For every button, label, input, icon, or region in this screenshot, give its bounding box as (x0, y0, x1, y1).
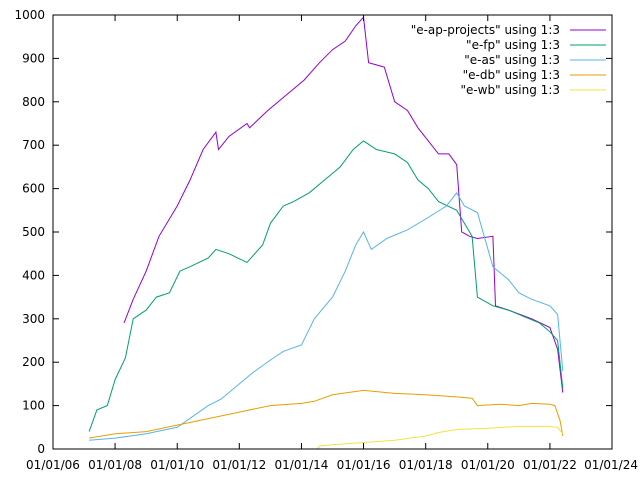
legend-label-0: "e-ap-projects" using 1:3 (411, 23, 560, 37)
legend: "e-ap-projects" using 1:3"e-fp" using 1:… (411, 23, 606, 97)
series-line-3 (89, 389, 564, 439)
legend-label-4: "e-wb" using 1:3 (460, 83, 560, 97)
y-tick-label: 900 (22, 51, 45, 65)
x-tick-label: 01/01/16 (337, 458, 391, 472)
axes-layer: 0 100 200 300 400 500 600 700 800 900 1000 01/01/06… (14, 8, 638, 472)
y-tick-label: 1000 (14, 8, 45, 22)
x-tick-label: 01/01/18 (399, 458, 453, 472)
legend-label-2: "e-as" using 1:3 (464, 53, 560, 67)
legend-label-3: "e-db" using 1:3 (463, 68, 560, 82)
series-line-2 (89, 192, 564, 441)
y-tick-label: 700 (22, 138, 45, 152)
y-tick-label: 0 (37, 442, 45, 456)
x-tick-label: 01/01/08 (88, 458, 142, 472)
x-tick-label: 01/01/06 (26, 458, 80, 472)
y-tick-label: 500 (22, 225, 45, 239)
x-tick-label: 01/01/22 (523, 458, 577, 472)
y-tick-label: 200 (22, 355, 45, 369)
y-tick-label: 400 (22, 268, 45, 282)
x-tick-label: 01/01/20 (461, 458, 515, 472)
series-line-1 (88, 140, 564, 432)
y-tick-label: 800 (22, 95, 45, 109)
y-tick-label: 600 (22, 182, 45, 196)
y-tick-label: 300 (22, 312, 45, 326)
x-tick-label: 01/01/12 (212, 458, 266, 472)
series-line-4 (316, 425, 564, 450)
legend-label-1: "e-fp" using 1:3 (466, 38, 560, 52)
x-tick-label: 01/01/24 (584, 458, 638, 472)
x-tick-label: 01/01/14 (275, 458, 329, 472)
y-tick-label: 100 (22, 399, 45, 413)
x-tick-label: 01/01/10 (150, 458, 204, 472)
